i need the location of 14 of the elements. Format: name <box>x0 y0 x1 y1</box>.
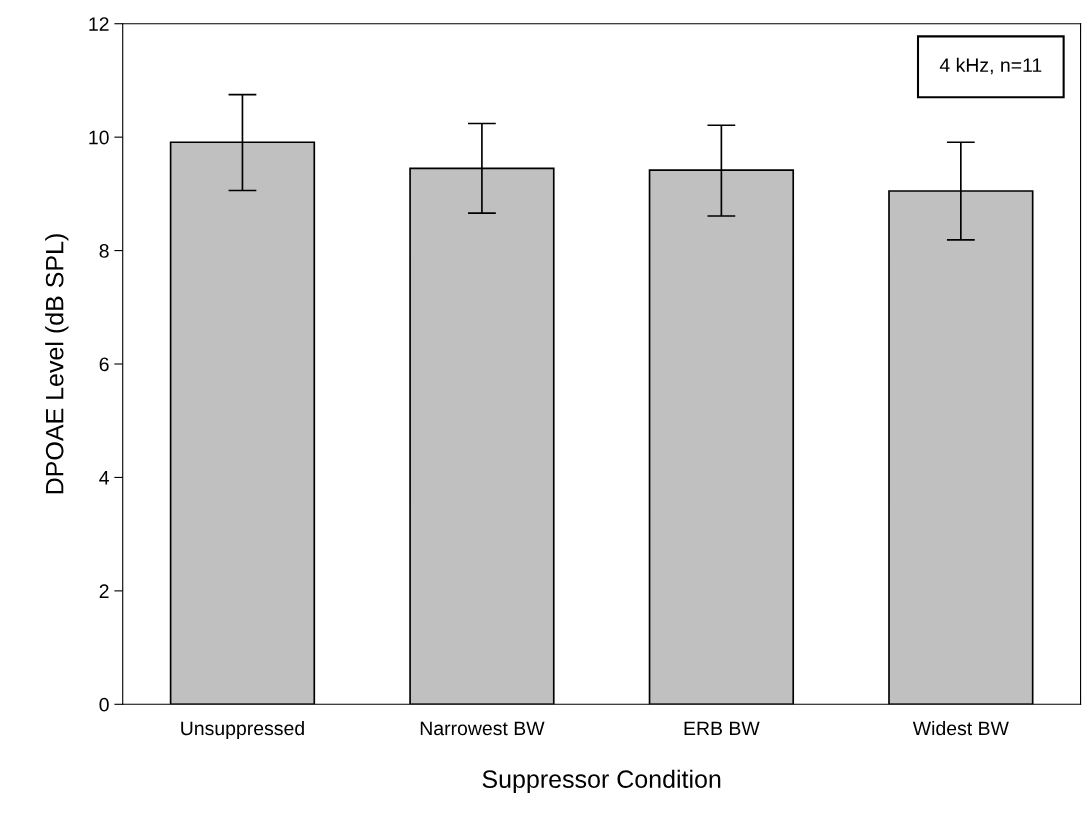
x-tick-label: Unsuppressed <box>181 720 304 740</box>
x-axis-title: Suppressor Condition <box>482 769 721 793</box>
y-tick-label: 12 <box>89 17 109 31</box>
annotation: 4 kHz, n=11 <box>939 57 1042 75</box>
y-tick-label: 8 <box>99 244 109 258</box>
y-tick-label: 0 <box>99 697 109 712</box>
y-tick-label: 6 <box>99 357 109 372</box>
y-axis-title: DPOAE Level (dB SPL) <box>45 234 69 494</box>
y-tick-label: 2 <box>99 584 109 598</box>
y-tick-label: 4 <box>99 471 109 485</box>
x-tick-label: Widest BW <box>912 720 1009 736</box>
x-tick-label: Narrowest BW <box>420 721 545 736</box>
x-tick-label: ERB BW <box>684 721 760 736</box>
y-tick-label: 10 <box>89 130 109 145</box>
